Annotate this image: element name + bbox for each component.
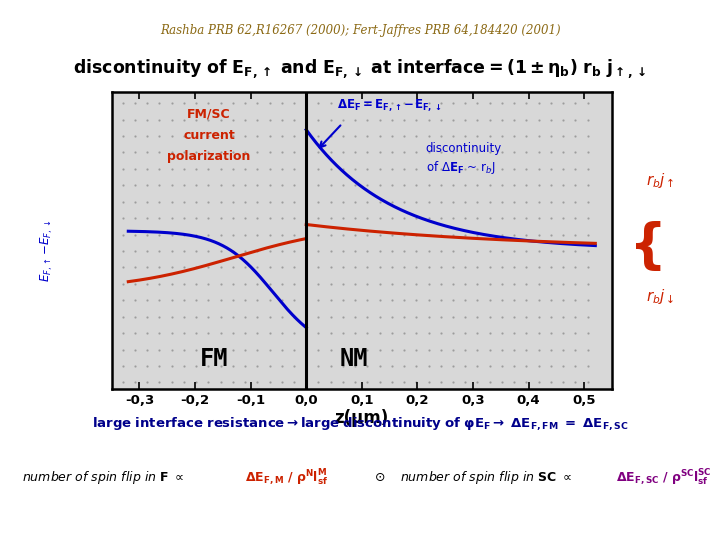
Text: NM: NM [339,347,368,371]
Text: $\bf{discontinuity\ of\ E_{F,\uparrow}\ and\ E_{F,\downarrow}\ at\ interface = (: $\bf{discontinuity\ of\ E_{F,\uparrow}\ … [73,57,647,79]
Text: $r_b j_\downarrow$: $r_b j_\downarrow$ [646,287,675,323]
Text: $E_{F,\uparrow}\!-\!E_{F,\downarrow}$: $E_{F,\uparrow}\!-\!E_{F,\downarrow}$ [39,220,55,282]
Text: $\it{number\ of\ spin\ flip\ in}$ $\bf{SC}$ $\propto$: $\it{number\ of\ spin\ flip\ in}$ $\bf{S… [400,469,572,487]
Text: FM/SC: FM/SC [187,107,230,120]
Text: $\odot$: $\odot$ [374,471,386,484]
X-axis label: z(μm): z(μm) [335,409,389,428]
Text: $\bf{\Delta}$$\bf{E_F = E_{F,\uparrow}\!-\!E_{F,\downarrow}}$: $\bf{\Delta}$$\bf{E_F = E_{F,\uparrow}\!… [337,98,441,113]
Text: FM: FM [200,347,229,371]
Text: $\bf{\Delta E_{F,SC}\ /\ \rho^{SC} l^{SC}_{sf}}$: $\bf{\Delta E_{F,SC}\ /\ \rho^{SC} l^{SC… [616,468,711,488]
Text: $\it{number\ of\ spin\ flip\ in}$ $\bf{F}$ $\propto$: $\it{number\ of\ spin\ flip\ in}$ $\bf{F… [22,469,184,487]
Text: discontinuity
of $\Delta$$\bf{E_F}$ ~ r$_b$J: discontinuity of $\Delta$$\bf{E_F}$ ~ r$… [426,141,502,177]
Text: polarization: polarization [167,150,251,163]
Text: Rashba PRB 62,R16267 (2000); Fert-Jaffres PRB 64,184420 (2001): Rashba PRB 62,R16267 (2000); Fert-Jaffre… [160,24,560,37]
Text: $r_b j_\uparrow$: $r_b j_\uparrow$ [646,171,675,191]
Text: current: current [183,129,235,141]
Text: $\bf{large\ interface\ resistance \rightarrow large\ discontinuity\ of\ \varphi : $\bf{large\ interface\ resistance \right… [91,416,629,432]
Text: }: } [617,217,654,269]
Text: $\bf{\Delta E_{F,M}\ /\ \rho^N l^M_{sf}}$: $\bf{\Delta E_{F,M}\ /\ \rho^N l^M_{sf}}… [245,468,328,488]
